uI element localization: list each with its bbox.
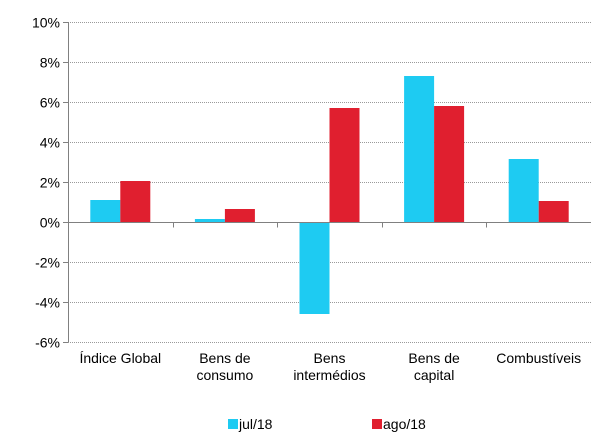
y-tick-label: 4% — [40, 135, 60, 151]
bar — [120, 181, 151, 222]
bar — [90, 200, 121, 222]
category-labels: Índice Global Bens de consumo Bens intermédi… — [79, 350, 581, 383]
legend-label: ago/18 — [383, 416, 426, 432]
y-tick-label: 6% — [40, 95, 60, 111]
bar — [404, 76, 435, 222]
bar — [194, 219, 225, 222]
legend-label: jul/18 — [238, 416, 273, 432]
bar — [329, 108, 360, 222]
y-tick-labels: -6% -4% -2% 0% 2% 4% 6% 8% 10% — [32, 15, 60, 351]
bars — [90, 76, 569, 314]
category-label: Índice Global — [79, 350, 161, 366]
y-tick-label: 10% — [32, 15, 60, 31]
legend-swatch — [228, 419, 238, 429]
bar — [299, 222, 330, 314]
category-label: Bens de consumo — [196, 350, 253, 383]
y-tick-label: 0% — [40, 215, 60, 231]
y-tick-label: -6% — [35, 335, 60, 351]
legend-swatch — [372, 419, 382, 429]
bar — [224, 209, 255, 222]
category-label: Combustíveis — [496, 350, 581, 366]
bar — [538, 201, 569, 222]
legend: jul/18 ago/18 — [228, 416, 426, 432]
y-tick-label: -4% — [35, 295, 60, 311]
y-tick-label: -2% — [35, 255, 60, 271]
bar — [508, 159, 539, 222]
axes — [63, 22, 591, 343]
y-tick-label: 2% — [40, 175, 60, 191]
legend-item: jul/18 — [228, 416, 273, 432]
legend-item: ago/18 — [372, 416, 426, 432]
category-label: Bens de capital — [408, 350, 460, 383]
bar — [434, 106, 465, 222]
category-label: Bens intermédios — [293, 350, 365, 383]
y-tick-label: 8% — [40, 55, 60, 71]
